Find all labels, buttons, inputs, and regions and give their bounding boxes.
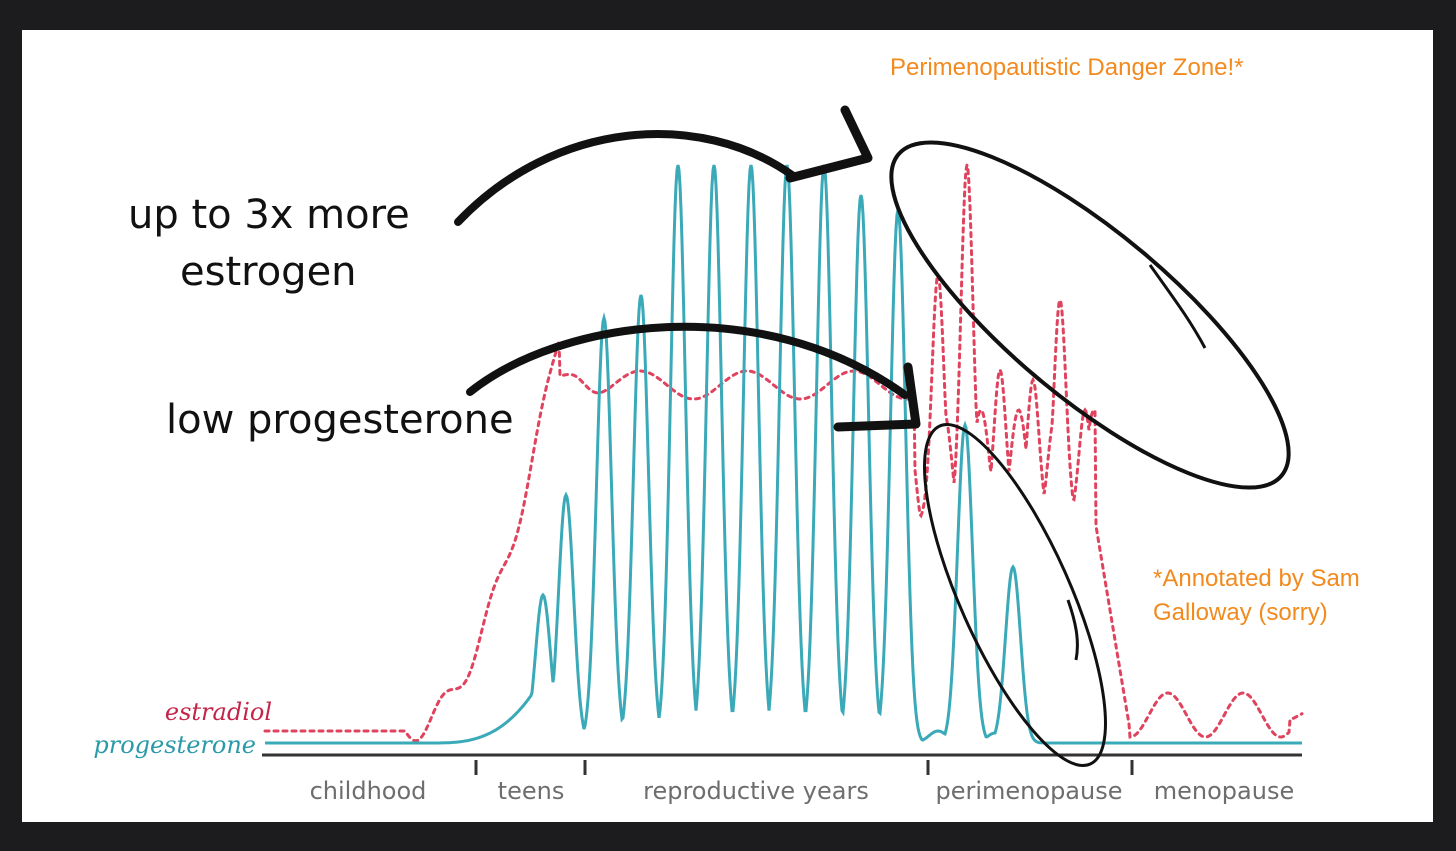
phase-label-teens: teens: [498, 777, 565, 805]
arrow-to-low-progesterone: [466, 322, 909, 399]
danger-zone-ellipse-tick: [1148, 264, 1207, 349]
danger-zone-title: Perimenopautistic Danger Zone!*: [890, 54, 1244, 81]
progesterone-note: low progesterone: [166, 397, 514, 443]
estrogen-note-line2: estrogen: [180, 249, 357, 295]
estradiol-series-line: [263, 164, 1304, 743]
phase-label-childhood: childhood: [310, 777, 427, 805]
arrowhead-progesterone: [833, 362, 921, 432]
arrow-to-estrogen-peak: [454, 130, 796, 226]
phase-label-menopause: menopause: [1154, 777, 1294, 805]
danger-zone-ellipse: [889, 140, 1291, 490]
phase-label-reproductive-years: reproductive years: [643, 777, 869, 805]
chart-frame: [22, 30, 1433, 822]
legend-estradiol: estradiol: [165, 698, 272, 726]
annotation-credit-line2: Galloway (sorry): [1153, 599, 1328, 626]
legend-progesterone: progesterone: [93, 731, 256, 759]
low-progesterone-ellipse: [923, 423, 1107, 767]
arrowhead-estrogen: [785, 105, 873, 183]
low-progesterone-ellipse-tick: [1066, 599, 1079, 661]
phase-label-perimenopause: perimenopause: [936, 777, 1123, 805]
annotation-credit-line1: *Annotated by Sam: [1153, 565, 1360, 592]
progesterone-series-line: [265, 164, 1302, 745]
estrogen-note-line1: up to 3x more: [128, 192, 410, 238]
